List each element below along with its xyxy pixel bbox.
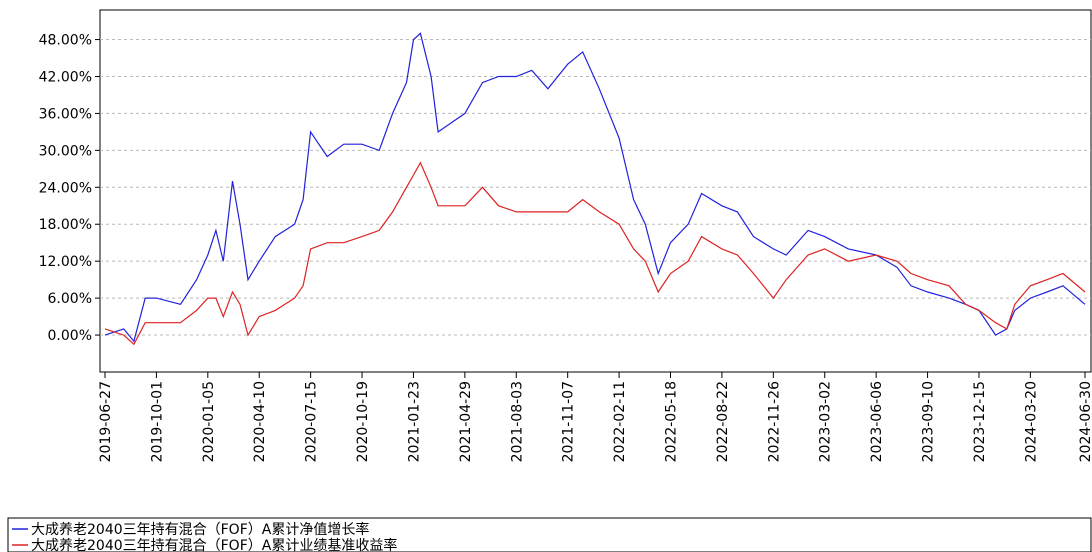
x-tick-label: 2020-01-05 bbox=[201, 381, 217, 462]
x-tick-label: 2021-11-07 bbox=[561, 381, 577, 462]
y-tick-label: 24.00% bbox=[39, 180, 92, 196]
x-tick-label: 2019-10-01 bbox=[149, 381, 165, 462]
y-tick-label: 36.00% bbox=[39, 106, 92, 122]
legend-label: 大成养老2040三年持有混合（FOF）A累计业绩基准收益率 bbox=[31, 537, 397, 552]
legend-label: 大成养老2040三年持有混合（FOF）A累计净值增长率 bbox=[31, 521, 369, 538]
x-tick-label: 2020-07-15 bbox=[304, 381, 320, 462]
x-tick-label: 2022-11-26 bbox=[766, 381, 782, 462]
y-tick-label: 18.00% bbox=[39, 217, 92, 233]
x-tick-label: 2023-09-10 bbox=[921, 381, 937, 462]
y-tick-label: 12.00% bbox=[39, 254, 92, 270]
x-tick-label: 2020-10-19 bbox=[355, 381, 371, 462]
x-tick-label: 2021-01-23 bbox=[406, 381, 422, 462]
x-tick-label: 2020-04-10 bbox=[252, 381, 268, 462]
series-line bbox=[104, 161, 1086, 346]
plot-frame bbox=[99, 9, 1092, 373]
legend-frame bbox=[7, 517, 1092, 552]
x-tick-label: 2023-06-06 bbox=[869, 381, 885, 462]
y-tick-label: 6.00% bbox=[48, 291, 92, 307]
x-tick-label: 2023-12-15 bbox=[972, 381, 988, 462]
x-tick-label: 2021-08-03 bbox=[509, 381, 525, 462]
series-line bbox=[104, 32, 1086, 343]
x-tick-label: 2019-06-27 bbox=[98, 381, 114, 462]
y-tick-label: 48.00% bbox=[39, 33, 92, 49]
x-tick-label: 2022-05-18 bbox=[664, 381, 680, 462]
y-tick-label: 30.00% bbox=[39, 143, 92, 159]
x-tick-label: 2024-03-20 bbox=[1023, 381, 1039, 462]
y-tick-label: 42.00% bbox=[39, 69, 92, 85]
x-tick-label: 2022-02-11 bbox=[612, 381, 628, 462]
x-tick-label: 2024-06-30 bbox=[1078, 381, 1092, 462]
y-tick-label: 0.00% bbox=[48, 328, 92, 344]
x-tick-label: 2023-03-02 bbox=[818, 381, 834, 462]
x-tick-label: 2021-04-29 bbox=[458, 381, 474, 462]
x-tick-label: 2022-08-22 bbox=[715, 381, 731, 462]
